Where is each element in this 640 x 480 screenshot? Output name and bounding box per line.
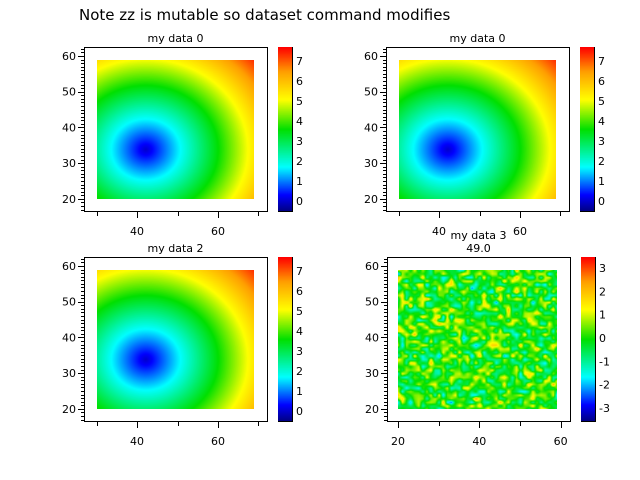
colorbar-tick-label: 5 xyxy=(296,305,303,318)
y-tick-label: 20 xyxy=(62,403,76,416)
colorbar-tick-label: 1 xyxy=(296,385,303,398)
colorbar-tick-label: 4 xyxy=(296,325,303,338)
plot-title-3: my data 3 xyxy=(451,229,507,242)
y-tick-label: 20 xyxy=(62,193,76,206)
y-tick-label: 20 xyxy=(365,403,379,416)
colorbar-tick-label: 1 xyxy=(598,175,605,188)
colorbar-tick-label: 2 xyxy=(296,365,303,378)
colorbar-tick-label: -2 xyxy=(599,379,610,392)
colorbar-tick-label: 6 xyxy=(296,75,303,88)
x-tick-label: 20 xyxy=(391,435,405,448)
plot-title-2: my data 2 xyxy=(148,242,204,255)
y-tick-label: 50 xyxy=(62,86,76,99)
colorbar-tick-label: 5 xyxy=(598,95,605,108)
plot-title-1: my data 0 xyxy=(450,32,506,45)
plot-frame-2 xyxy=(84,257,268,422)
y-tick-label: 40 xyxy=(62,121,76,134)
y-tick-label: 60 xyxy=(62,260,76,273)
colorbar-tick-label: 0 xyxy=(296,405,303,418)
colorbar-tick-label: 0 xyxy=(598,195,605,208)
heatmap-image-3 xyxy=(398,270,557,409)
colorbar-tick-label: 3 xyxy=(296,135,303,148)
colorbar-tick-label: 4 xyxy=(598,115,605,128)
y-tick-label: 60 xyxy=(62,50,76,63)
y-tick-label: 60 xyxy=(364,50,378,63)
y-tick-label: 30 xyxy=(364,157,378,170)
colorbar-tick-label: 0 xyxy=(296,195,303,208)
colorbar-2 xyxy=(278,257,292,421)
plot-frame-1 xyxy=(386,47,570,212)
x-tick-label: 40 xyxy=(130,435,144,448)
y-tick-label: 50 xyxy=(62,296,76,309)
y-tick-label: 40 xyxy=(365,331,379,344)
y-tick-label: 60 xyxy=(365,260,379,273)
colorbar-tick-label: 4 xyxy=(296,115,303,128)
x-tick-label: 40 xyxy=(472,435,486,448)
figure-title: Note zz is mutable so dataset command mo… xyxy=(79,6,451,24)
colorbar-tick-label: 7 xyxy=(598,55,605,68)
colorbar-tick-label: 1 xyxy=(296,175,303,188)
x-tick-label: 40 xyxy=(130,225,144,238)
x-tick-label: 40 xyxy=(432,225,446,238)
y-tick-label: 30 xyxy=(62,367,76,380)
colorbar-tick-label: 1 xyxy=(599,309,606,322)
plot-frame-0 xyxy=(84,47,268,212)
colorbar-tick-label: 2 xyxy=(599,285,606,298)
colorbar-tick-label: -3 xyxy=(599,402,610,415)
plot-frame-3 xyxy=(387,257,571,422)
colorbar-tick-label: 5 xyxy=(296,95,303,108)
x-tick-label: 60 xyxy=(554,435,568,448)
y-tick-label: 40 xyxy=(364,121,378,134)
heatmap-image-0 xyxy=(97,60,254,199)
colorbar-tick-label: 0 xyxy=(599,332,606,345)
y-tick-label: 40 xyxy=(62,331,76,344)
heatmap-image-1 xyxy=(399,60,556,199)
colorbar-tick-label: 3 xyxy=(599,262,606,275)
x-tick-label: 60 xyxy=(211,435,225,448)
plot-subtitle-3: 49.0 xyxy=(466,242,491,255)
y-tick-label: 30 xyxy=(365,367,379,380)
x-tick-label: 60 xyxy=(513,225,527,238)
colorbar-tick-label: 6 xyxy=(296,285,303,298)
colorbar-tick-label: 2 xyxy=(598,155,605,168)
colorbar-tick-label: -1 xyxy=(599,355,610,368)
colorbar-1 xyxy=(580,47,594,211)
colorbar-tick-label: 3 xyxy=(598,135,605,148)
y-tick-label: 20 xyxy=(364,193,378,206)
x-tick-label: 60 xyxy=(211,225,225,238)
plot-title-0: my data 0 xyxy=(148,32,204,45)
colorbar-0 xyxy=(278,47,292,211)
y-tick-label: 30 xyxy=(62,157,76,170)
y-tick-label: 50 xyxy=(365,296,379,309)
colorbar-3 xyxy=(581,257,595,421)
heatmap-image-2 xyxy=(97,270,254,409)
colorbar-tick-label: 2 xyxy=(296,155,303,168)
colorbar-tick-label: 7 xyxy=(296,265,303,278)
y-tick-label: 50 xyxy=(364,86,378,99)
colorbar-tick-label: 3 xyxy=(296,345,303,358)
colorbar-tick-label: 6 xyxy=(598,75,605,88)
colorbar-tick-label: 7 xyxy=(296,55,303,68)
